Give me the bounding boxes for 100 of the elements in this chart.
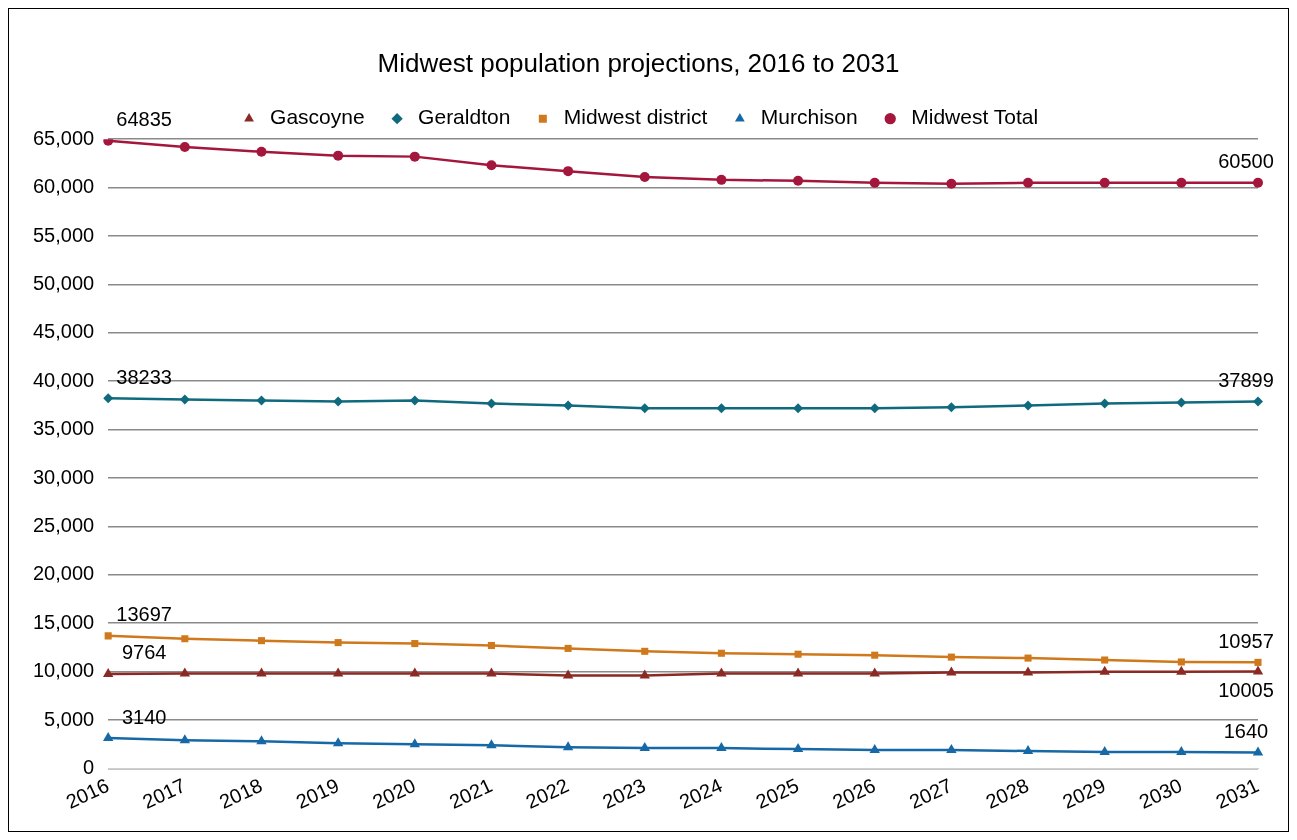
point: [562, 669, 574, 679]
point: [946, 744, 957, 754]
x-tick-label: 2025: [752, 774, 803, 813]
data-label: 64835: [116, 108, 172, 131]
point: [563, 166, 574, 177]
point: [1099, 398, 1110, 409]
data-label: 60500: [1218, 150, 1274, 173]
y-tick-label: 35,000: [33, 417, 95, 440]
point: [947, 653, 955, 661]
x-tick-label: 2029: [1059, 774, 1109, 813]
point: [563, 400, 574, 411]
point: [641, 647, 649, 655]
point: [793, 175, 804, 186]
point: [409, 738, 420, 748]
point: [486, 667, 497, 677]
point: [869, 403, 880, 414]
point: [179, 141, 190, 152]
y-tick-label: 15,000: [33, 610, 95, 633]
x-tick-label: 2030: [1135, 774, 1186, 813]
point: [639, 171, 650, 182]
data-label: 38233: [116, 365, 172, 388]
point: [792, 667, 804, 677]
chart-title: Midwest population projections, 2016 to 2031: [377, 47, 900, 78]
point: [792, 743, 804, 753]
point: [102, 732, 114, 742]
point: [1023, 177, 1034, 188]
x-tick-label: 2017: [139, 774, 189, 813]
point: [1253, 177, 1263, 188]
point: [564, 644, 572, 652]
point: [1101, 656, 1109, 664]
x-tick-label: 2031: [1212, 774, 1263, 813]
point: [716, 174, 727, 185]
point: [411, 640, 419, 648]
point: [103, 393, 114, 404]
point: [256, 395, 267, 406]
point: [487, 641, 495, 650]
x-tick-label: 2019: [292, 774, 343, 813]
y-tick-label: 30,000: [33, 465, 95, 488]
point: [716, 403, 727, 414]
x-tick-label: 2023: [599, 774, 649, 813]
point: [179, 734, 191, 744]
point: [1022, 666, 1034, 676]
y-tick-label: 65,000: [33, 126, 95, 149]
point: [409, 667, 420, 677]
point: [179, 394, 190, 405]
point: [486, 398, 497, 409]
data-label: 13697: [116, 603, 172, 626]
y-tick-label: 45,000: [33, 320, 95, 343]
x-tick-label: 2020: [369, 774, 419, 813]
point: [716, 742, 727, 752]
x-tick-label: 2028: [982, 774, 1033, 813]
point: [869, 177, 880, 188]
point: [1177, 658, 1185, 666]
x-tick-label: 2026: [829, 774, 879, 813]
point: [1254, 658, 1262, 666]
y-tick-label: 50,000: [33, 271, 95, 294]
data-label: 10005: [1218, 679, 1274, 702]
point: [334, 639, 342, 647]
x-tick-label: 2021: [445, 774, 496, 813]
point: [717, 649, 725, 657]
point: [333, 150, 344, 161]
x-tick-label: 2022: [522, 774, 573, 813]
point: [409, 151, 420, 162]
point: [332, 737, 344, 747]
point: [333, 396, 344, 407]
point: [946, 666, 957, 676]
point: [257, 637, 266, 645]
legend-label: Murchison: [760, 105, 858, 129]
point: [102, 667, 114, 677]
point: [869, 744, 880, 754]
data-label: 1640: [1223, 720, 1269, 743]
point: [1024, 654, 1032, 662]
point: [104, 632, 112, 640]
point: [1252, 665, 1264, 675]
point: [639, 403, 650, 414]
point: [256, 146, 267, 157]
point: [1023, 400, 1034, 411]
point: [1099, 745, 1110, 755]
point: [1022, 745, 1034, 755]
point: [639, 669, 650, 679]
x-tick-label: 2018: [215, 774, 266, 813]
point: [256, 735, 267, 745]
legend-label: Midwest district: [563, 105, 708, 129]
point: [179, 667, 191, 677]
point: [1099, 665, 1110, 675]
data-label: 10957: [1218, 629, 1274, 652]
point: [409, 395, 420, 406]
point: [1252, 746, 1264, 756]
point: [946, 178, 957, 189]
legend-label: Geraldton: [418, 105, 511, 129]
legend-label: Midwest Total: [911, 105, 1039, 129]
y-tick-label: 5,000: [44, 707, 95, 730]
y-tick-label: 60,000: [33, 175, 95, 198]
point: [1253, 396, 1263, 407]
point: [562, 741, 574, 751]
y-tick-label: 40,000: [33, 368, 95, 391]
x-tick-label: 2027: [905, 774, 956, 813]
y-tick-label: 10,000: [33, 659, 95, 682]
point: [869, 667, 880, 677]
point: [486, 739, 497, 749]
